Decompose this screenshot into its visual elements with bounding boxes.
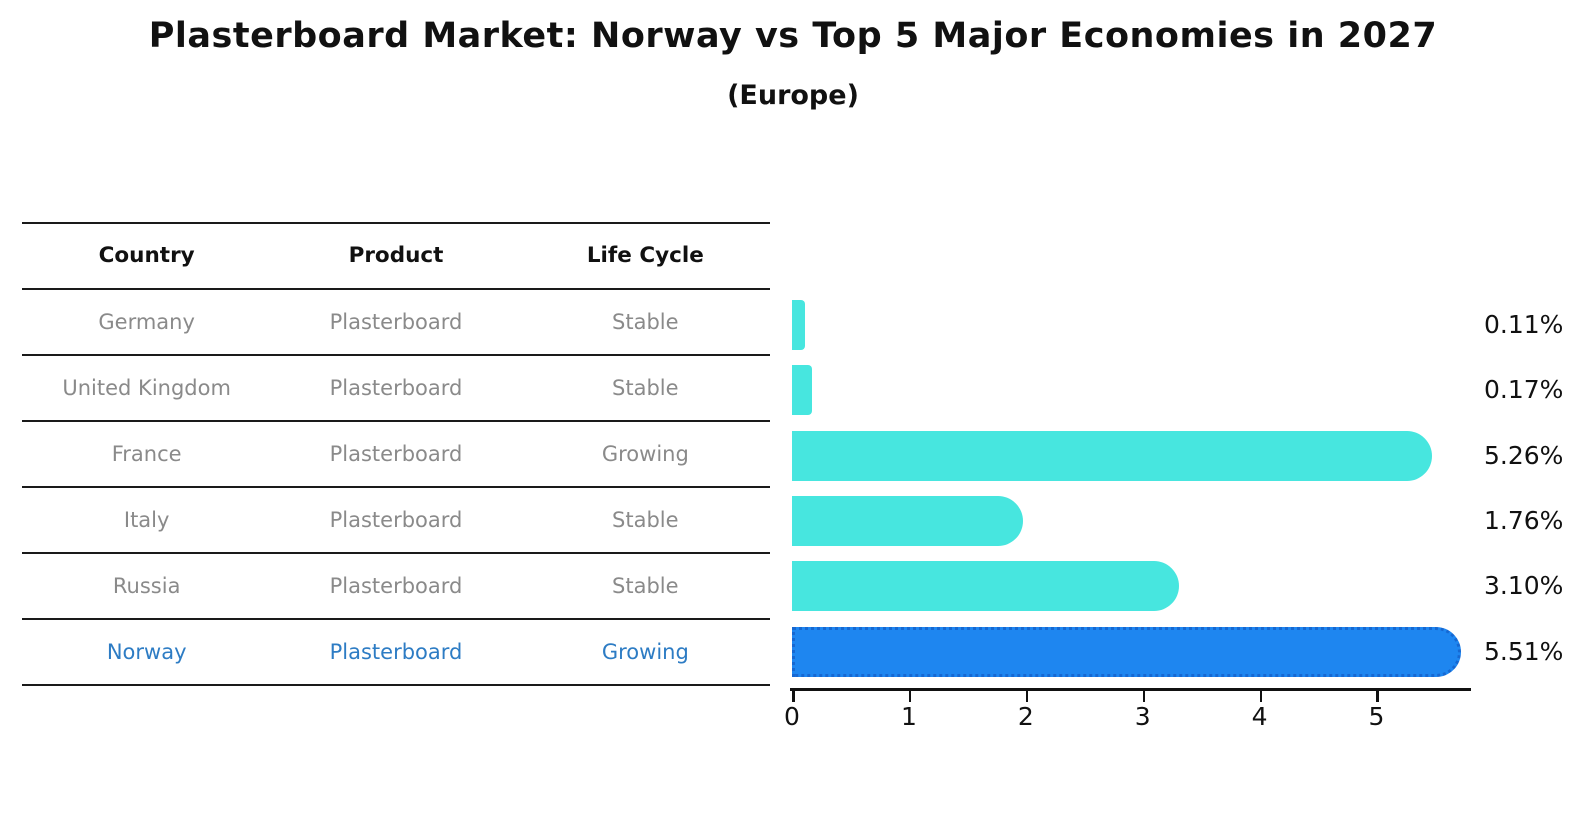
table-header-life-cycle: Life Cycle [586, 243, 704, 268]
table-header-product: Product [348, 243, 444, 268]
bar-value-label-italy: 1.76% [1484, 505, 1564, 535]
bar-russia [792, 561, 1180, 612]
x-axis-line [790, 688, 1471, 691]
chart-subtitle: (Europe) [727, 80, 859, 111]
chart-title: Plasterboard Market: Norway vs Top 5 Maj… [148, 16, 1438, 56]
x-axis-tick-label: 0 [784, 702, 800, 731]
table-cell-product: Plasterboard [329, 574, 463, 598]
table-cell-product: Plasterboard [329, 442, 463, 466]
table-body: Germany Plasterboard Stable United Kingdom P… [22, 290, 770, 686]
table-cell-country: Germany [98, 310, 195, 334]
table-cell-country: Russia [112, 574, 181, 598]
table-row-germany: Germany Plasterboard Stable [22, 290, 770, 356]
table-cell-life-cycle: Stable [612, 508, 679, 532]
table-cell-country: Italy [123, 508, 170, 532]
table-header-country: Country [98, 243, 195, 268]
x-axis-tick [1025, 691, 1029, 702]
table-row-france: France Plasterboard Growing [22, 422, 770, 488]
table-cell-life-cycle: Stable [612, 310, 679, 334]
table-cell-life-cycle: Stable [612, 376, 679, 400]
bar-value-label-united-kingdom: 0.17% [1484, 375, 1564, 405]
x-axis-tick [1259, 691, 1263, 702]
table-cell-life-cycle: Stable [612, 574, 679, 598]
table-cell-product: Plasterboard [329, 310, 463, 334]
table-row-norway: Norway Plasterboard Growing [22, 620, 770, 686]
x-axis-tick-label: 2 [1017, 702, 1034, 731]
bar-value-label-germany: 0.11% [1484, 310, 1564, 339]
table-cell-country: France [111, 442, 182, 466]
bar-germany [792, 300, 805, 350]
x-axis-tick [1142, 691, 1146, 702]
bar-italy [792, 495, 1023, 546]
x-axis-tick-label: 4 [1251, 702, 1268, 731]
x-axis-tick-label: 1 [900, 702, 917, 731]
table-header-row: Country Product Life Cycle [22, 224, 770, 290]
table-cell-life-cycle: Growing [601, 442, 689, 466]
table-cell-product: Plasterboard [329, 376, 463, 400]
x-axis-tick-label: 3 [1134, 702, 1151, 731]
table-cell-country: United Kingdom [62, 376, 231, 400]
bar-norway [792, 626, 1462, 677]
table-cell-life-cycle: Growing [601, 640, 689, 664]
x-axis-tick [908, 691, 912, 702]
table-row-russia: Russia Plasterboard Stable [22, 554, 770, 620]
table-row-united-kingdom: United Kingdom Plasterboard Stable [22, 356, 770, 422]
table-cell-product: Plasterboard [329, 508, 463, 532]
table-cell-country: Norway [106, 640, 187, 664]
bar-france [792, 430, 1432, 481]
bar-united-kingdom [792, 365, 812, 416]
bar-value-label-norway: 5.51% [1484, 636, 1564, 666]
table-cell-product: Plasterboard [329, 640, 463, 664]
x-axis-tick [792, 691, 795, 702]
country-table: Country Product Life Cycle Germany Plaste… [22, 222, 770, 686]
x-axis-tick-label: 5 [1368, 702, 1385, 731]
x-axis-tick [1376, 691, 1379, 702]
bar-value-label-france: 5.26% [1484, 440, 1564, 470]
table-row-italy: Italy Plasterboard Stable [22, 488, 770, 554]
bar-value-label-russia: 3.10% [1484, 571, 1564, 601]
